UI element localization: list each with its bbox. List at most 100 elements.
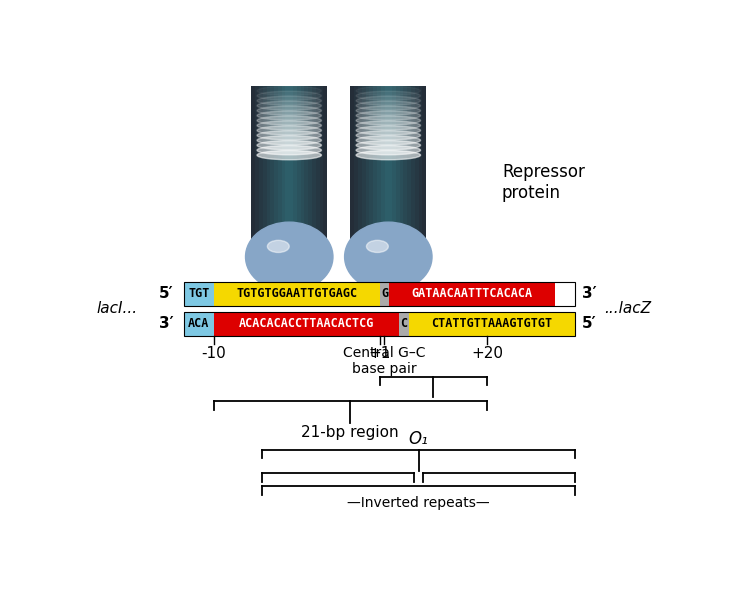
Bar: [259, 86, 262, 257]
Ellipse shape: [265, 235, 318, 276]
Ellipse shape: [366, 241, 388, 253]
Text: CTATTGTTAAAGTGTGT: CTATTGTTAAAGTGTGT: [431, 317, 553, 330]
Bar: [262, 86, 266, 257]
Ellipse shape: [381, 245, 405, 263]
Ellipse shape: [274, 240, 312, 270]
Bar: [184, 282, 214, 306]
Ellipse shape: [371, 239, 412, 271]
Bar: [286, 86, 290, 257]
Ellipse shape: [356, 106, 420, 115]
Ellipse shape: [388, 249, 400, 259]
Bar: [369, 86, 373, 257]
Ellipse shape: [392, 251, 397, 256]
Bar: [390, 282, 555, 306]
Ellipse shape: [356, 136, 420, 145]
Ellipse shape: [356, 121, 420, 130]
Ellipse shape: [374, 241, 410, 269]
Ellipse shape: [362, 233, 420, 279]
Ellipse shape: [350, 225, 429, 287]
Ellipse shape: [356, 96, 420, 106]
Ellipse shape: [287, 248, 302, 260]
Bar: [184, 312, 575, 336]
Bar: [305, 86, 308, 257]
Ellipse shape: [257, 91, 321, 100]
Text: +20: +20: [471, 346, 503, 361]
Bar: [282, 86, 286, 257]
Text: 3′: 3′: [582, 286, 596, 301]
Ellipse shape: [256, 229, 326, 284]
Ellipse shape: [271, 238, 314, 272]
Ellipse shape: [276, 241, 311, 269]
Ellipse shape: [257, 151, 321, 160]
Text: TGT: TGT: [188, 287, 210, 300]
Ellipse shape: [355, 229, 425, 284]
Ellipse shape: [257, 106, 321, 115]
Ellipse shape: [257, 121, 321, 130]
Bar: [320, 86, 323, 257]
Bar: [384, 86, 388, 257]
Bar: [381, 86, 384, 257]
Ellipse shape: [356, 146, 420, 155]
Ellipse shape: [257, 116, 321, 125]
Ellipse shape: [289, 249, 301, 259]
Text: G: G: [381, 287, 388, 300]
Text: ACA: ACA: [188, 317, 210, 330]
Ellipse shape: [356, 131, 420, 140]
Ellipse shape: [358, 230, 422, 281]
Ellipse shape: [257, 101, 321, 110]
Ellipse shape: [363, 233, 418, 277]
Bar: [404, 86, 408, 257]
Ellipse shape: [348, 224, 429, 289]
Text: 5′: 5′: [159, 286, 174, 301]
Bar: [251, 86, 255, 257]
Ellipse shape: [356, 140, 420, 150]
Bar: [365, 86, 369, 257]
Text: lacI...: lacI...: [97, 301, 138, 316]
Ellipse shape: [249, 224, 330, 289]
Bar: [214, 282, 380, 306]
Bar: [255, 86, 259, 257]
Ellipse shape: [353, 227, 426, 285]
Ellipse shape: [359, 232, 421, 280]
Bar: [354, 86, 358, 257]
Bar: [274, 86, 278, 257]
Bar: [316, 86, 320, 257]
Bar: [350, 86, 354, 257]
Ellipse shape: [250, 225, 329, 287]
Ellipse shape: [294, 252, 297, 254]
Text: ...lacZ: ...lacZ: [604, 301, 651, 316]
Text: 21-bp region: 21-bp region: [302, 425, 399, 440]
Ellipse shape: [291, 250, 299, 257]
Ellipse shape: [368, 237, 414, 274]
Ellipse shape: [344, 222, 432, 292]
Ellipse shape: [252, 226, 328, 286]
Ellipse shape: [257, 229, 324, 283]
Text: ACACACACCTTAACACTCG: ACACACACCTTAACACTCG: [238, 317, 374, 330]
Ellipse shape: [277, 242, 309, 268]
Ellipse shape: [356, 111, 420, 120]
Text: —Inverted repeats—: —Inverted repeats—: [347, 496, 490, 510]
Ellipse shape: [267, 236, 317, 275]
Bar: [377, 86, 381, 257]
Ellipse shape: [261, 232, 322, 280]
Text: +1: +1: [368, 346, 391, 361]
Ellipse shape: [262, 233, 320, 279]
Ellipse shape: [280, 244, 307, 265]
Bar: [312, 86, 316, 257]
Bar: [423, 86, 426, 257]
Ellipse shape: [356, 151, 420, 160]
Bar: [297, 86, 301, 257]
Ellipse shape: [257, 126, 321, 135]
Text: 5′: 5′: [582, 316, 596, 331]
Bar: [290, 86, 293, 257]
Bar: [184, 282, 575, 306]
Ellipse shape: [356, 116, 420, 125]
Bar: [392, 86, 396, 257]
Bar: [409, 312, 575, 336]
Ellipse shape: [268, 241, 290, 253]
Ellipse shape: [257, 136, 321, 145]
Ellipse shape: [390, 250, 399, 257]
Ellipse shape: [351, 226, 427, 286]
Text: C: C: [400, 317, 408, 330]
Bar: [214, 312, 399, 336]
